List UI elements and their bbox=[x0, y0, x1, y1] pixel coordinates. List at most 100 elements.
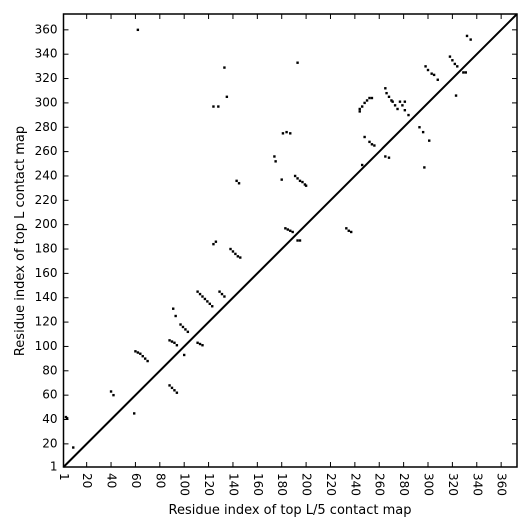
contact-point bbox=[273, 155, 276, 158]
y-tick-label: 240 bbox=[35, 168, 58, 182]
contact-point bbox=[432, 73, 436, 77]
contact-point bbox=[72, 446, 75, 449]
contact-point bbox=[181, 325, 185, 329]
y-axis-label: Residue index of top L contact map bbox=[13, 126, 28, 356]
contact-point bbox=[286, 228, 290, 231]
contact-point bbox=[184, 328, 187, 331]
contact-point bbox=[289, 132, 292, 135]
diagonal bbox=[62, 13, 518, 468]
y-tick-label: 1 bbox=[50, 460, 58, 474]
y-tick-label: 120 bbox=[35, 315, 58, 329]
contact-point bbox=[298, 179, 302, 183]
contact-point bbox=[203, 297, 207, 301]
contact-point bbox=[293, 174, 297, 178]
x-tick-label: 260 bbox=[373, 473, 387, 496]
contact-point bbox=[360, 163, 364, 167]
contact-point bbox=[229, 247, 232, 251]
contact-point bbox=[201, 295, 204, 298]
x-tick-label: 160 bbox=[251, 473, 265, 496]
contact-point bbox=[134, 350, 137, 353]
contact-point bbox=[448, 55, 452, 58]
contact-point bbox=[347, 229, 350, 232]
y-tick-label: 200 bbox=[35, 217, 58, 231]
contact-point bbox=[296, 177, 299, 180]
contact-point bbox=[465, 34, 469, 38]
contact-point bbox=[358, 107, 361, 111]
contact-point bbox=[208, 302, 211, 306]
contact-point bbox=[368, 140, 371, 144]
contact-point bbox=[239, 256, 242, 259]
y-tick-label: 280 bbox=[35, 120, 58, 134]
contact-point bbox=[218, 290, 221, 293]
contact-point bbox=[387, 95, 391, 99]
contact-point bbox=[182, 353, 186, 357]
y-tick-label: 100 bbox=[35, 339, 58, 353]
contact-point bbox=[234, 252, 237, 256]
x-tick-label: 360 bbox=[495, 473, 509, 496]
contact-point bbox=[174, 314, 177, 318]
x-tick-label: 180 bbox=[275, 473, 289, 496]
contact-point bbox=[296, 61, 299, 64]
y-tick-label: 340 bbox=[35, 47, 58, 61]
x-tick-label: 20 bbox=[80, 473, 94, 488]
contact-point bbox=[274, 160, 277, 163]
contact-point bbox=[136, 351, 140, 354]
contact-point bbox=[206, 300, 209, 303]
contact-point bbox=[396, 107, 399, 111]
contact-point bbox=[186, 330, 190, 334]
contact-point bbox=[223, 66, 226, 69]
x-tick-label: 280 bbox=[397, 473, 411, 496]
contact-point bbox=[360, 105, 364, 108]
contact-point bbox=[370, 96, 374, 100]
contact-point bbox=[237, 182, 241, 185]
contact-point bbox=[170, 386, 174, 390]
contact-point bbox=[365, 99, 369, 102]
contact-point bbox=[235, 179, 238, 183]
contact-point bbox=[298, 239, 302, 242]
x-tick-label: 100 bbox=[178, 473, 192, 496]
contact-point bbox=[236, 255, 240, 258]
contact-point bbox=[426, 68, 430, 72]
contact-point bbox=[170, 340, 174, 343]
contact-point bbox=[403, 109, 407, 112]
contact-point bbox=[146, 359, 149, 363]
contact-point bbox=[469, 38, 472, 41]
contact-point bbox=[289, 229, 292, 232]
y-tick-label: 80 bbox=[42, 363, 57, 377]
contact-point bbox=[231, 250, 235, 253]
contact-point bbox=[423, 166, 426, 169]
contact-point bbox=[112, 393, 115, 397]
contact-point bbox=[280, 178, 283, 181]
x-tick-label: 220 bbox=[324, 473, 338, 496]
contact-point bbox=[198, 292, 202, 296]
contact-point bbox=[418, 126, 421, 129]
contact-point bbox=[421, 130, 425, 134]
y-tick-label: 260 bbox=[35, 144, 58, 158]
x-tick-label: 60 bbox=[129, 473, 143, 488]
contact-point bbox=[436, 78, 439, 81]
contact-point bbox=[454, 94, 458, 97]
contact-point bbox=[451, 59, 454, 62]
contact-point bbox=[141, 354, 144, 358]
contact-point bbox=[173, 341, 176, 344]
contact-point bbox=[373, 144, 376, 147]
plot-frame bbox=[62, 13, 518, 468]
y-tick-label: 220 bbox=[35, 193, 58, 207]
contact-point bbox=[175, 391, 179, 394]
contact-point bbox=[464, 71, 467, 74]
x-tick-label: 80 bbox=[153, 473, 167, 488]
x-tick-label: 340 bbox=[470, 473, 484, 496]
contact-point bbox=[303, 183, 307, 186]
contact-point bbox=[223, 295, 226, 298]
contact-point bbox=[304, 184, 308, 187]
contact-point bbox=[345, 227, 348, 230]
x-tick-label: 120 bbox=[202, 473, 216, 496]
contact-point bbox=[391, 100, 394, 103]
contact-point bbox=[214, 240, 218, 243]
x-tick-label: 40 bbox=[105, 473, 119, 488]
contact-point bbox=[179, 323, 182, 326]
x-tick-label: 300 bbox=[422, 473, 436, 496]
x-tick-label: 240 bbox=[348, 473, 362, 496]
contact-point bbox=[363, 101, 366, 105]
